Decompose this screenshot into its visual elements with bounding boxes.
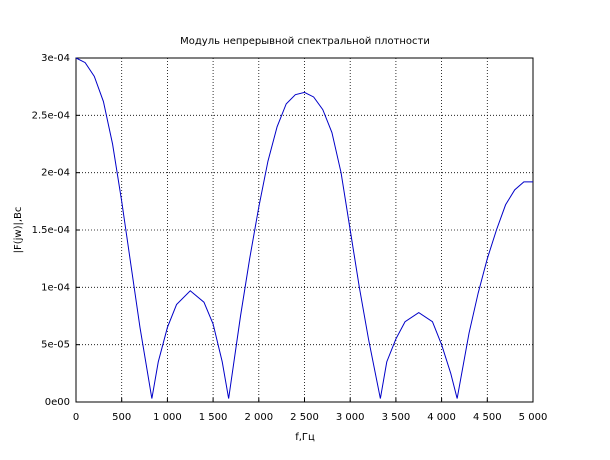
data-line (75, 57, 533, 399)
y-tick-label: 3e-04 (41, 53, 70, 64)
x-tick-label: 2 500 (290, 412, 319, 423)
x-tick-label: 500 (112, 412, 131, 423)
x-tick-label: 1 000 (153, 412, 182, 423)
y-tick-label: 5e-05 (41, 340, 70, 351)
plot-frame (75, 57, 534, 403)
y-tick-label: 2e-04 (41, 168, 70, 179)
x-tick-label: 2 000 (244, 412, 273, 423)
x-tick-label: 3 000 (336, 412, 365, 423)
y-tick-label: 2.5e-04 (32, 110, 70, 121)
x-tick-label: 0 (73, 412, 79, 423)
x-tick-label: 5 000 (519, 412, 548, 423)
chart-title: Модуль непрерывной спектральной плотност… (180, 36, 430, 47)
y-tick-label: 1e-04 (41, 282, 70, 293)
y-tick-label: 1.5e-04 (32, 225, 70, 236)
x-tick-label: 1 500 (199, 412, 228, 423)
y-axis-label: |F(jw)|,Вс (13, 207, 24, 254)
x-axis-label: f,Гц (295, 432, 315, 443)
x-tick-label: 3 500 (382, 412, 411, 423)
y-tick-label: 0e00 (45, 397, 70, 408)
x-tick-label: 4 500 (473, 412, 502, 423)
x-tick-label: 4 000 (427, 412, 456, 423)
